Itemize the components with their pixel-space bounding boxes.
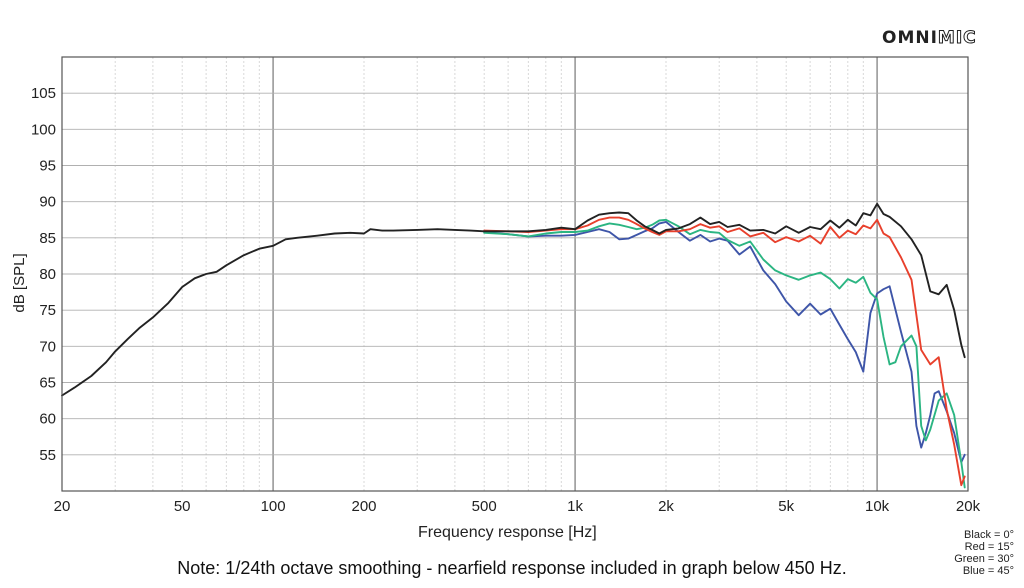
y-tick-label: 100 xyxy=(31,121,56,138)
y-axis-label: dB [SPL] xyxy=(11,253,28,312)
y-tick-label: 95 xyxy=(39,158,56,175)
series-line-red xyxy=(483,216,966,487)
y-tick-label: 55 xyxy=(39,447,56,464)
major-grid xyxy=(62,57,968,491)
x-tick-label: 200 xyxy=(351,498,376,515)
series-line-black xyxy=(61,202,966,397)
x-tick-label: 20 xyxy=(54,498,71,515)
x-tick-label: 50 xyxy=(174,498,191,515)
legend-green: Green = 30° xyxy=(954,553,1014,565)
x-tick-label: 100 xyxy=(261,498,286,515)
x-tick-labels: 20 50 100 200 500 1k 2k 5k 10k 20k xyxy=(54,498,981,515)
x-tick-label: 500 xyxy=(472,498,497,515)
y-tick-label: 60 xyxy=(39,411,56,428)
series-group xyxy=(61,202,966,489)
y-tick-labels: 55 60 65 70 75 80 85 90 95 100 105 xyxy=(31,85,56,464)
y-tick-label: 105 xyxy=(31,85,56,102)
x-tick-label: 10k xyxy=(865,498,890,515)
smoothing-note: Note: 1/24th octave smoothing - nearfiel… xyxy=(177,558,847,578)
plot-frame xyxy=(61,56,969,492)
y-tick-label: 85 xyxy=(39,230,56,247)
y-tick-label: 80 xyxy=(39,266,56,283)
logo-omni: OMNI xyxy=(882,28,938,48)
x-tick-label: 20k xyxy=(956,498,981,515)
legend-red: Red = 15° xyxy=(964,541,1014,553)
series-line-blue xyxy=(483,220,966,464)
x-tick-label: 1k xyxy=(567,498,583,515)
legend-blue: Blue = 45° xyxy=(962,565,1014,577)
legend: Black = 0° Red = 15° Green = 30° Blue = … xyxy=(954,529,1014,577)
x-axis-label: Frequency response [Hz] xyxy=(418,524,597,541)
y-tick-label: 90 xyxy=(39,194,56,211)
y-tick-label: 65 xyxy=(39,375,56,392)
y-tick-label: 70 xyxy=(39,338,56,355)
x-tick-label: 5k xyxy=(778,498,794,515)
logo-mic: MIC xyxy=(937,28,977,49)
y-tick-label: 75 xyxy=(39,302,56,319)
x-tick-label: 2k xyxy=(658,498,674,515)
legend-black: Black = 0° xyxy=(964,529,1014,541)
series-line-green xyxy=(483,218,966,489)
omnimic-logo: OMNIMIC xyxy=(882,28,977,49)
